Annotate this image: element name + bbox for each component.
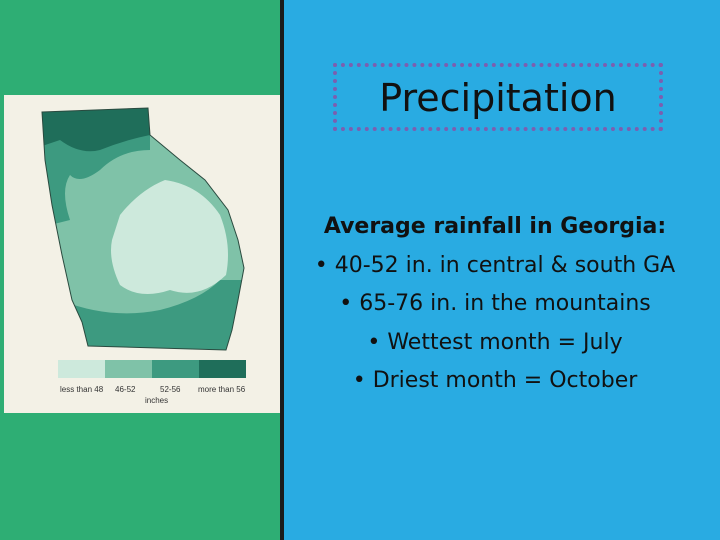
bullet: • 65-76 in. in the mountains — [339, 291, 651, 316]
legend-swatch — [105, 360, 152, 378]
legend-label: more than 56 — [198, 385, 246, 394]
divider — [280, 0, 284, 540]
legend-unit: inches — [145, 396, 168, 405]
rainfall-map: less than 48 46-52 52-56 more than 56 in… — [4, 95, 280, 413]
legend-swatch — [58, 360, 105, 378]
legend-swatch — [199, 360, 246, 378]
right-panel — [284, 0, 720, 540]
legend-label: 52-56 — [160, 385, 181, 394]
bullet: • Wettest month = July — [367, 329, 623, 355]
body-heading: Average rainfall in Georgia: — [323, 214, 667, 239]
bullet: • Driest month = October — [352, 368, 638, 393]
legend-swatch — [152, 360, 199, 378]
legend-label: 46-52 — [115, 385, 136, 394]
bullet: • 40-52 in. in central & south GA — [314, 252, 676, 278]
legend-label: less than 48 — [60, 385, 104, 394]
state-outline — [41, 107, 245, 351]
slide-title: Precipitation — [333, 63, 663, 131]
slide-body: Average rainfall in Georgia: • 40-52 in.… — [284, 208, 706, 401]
